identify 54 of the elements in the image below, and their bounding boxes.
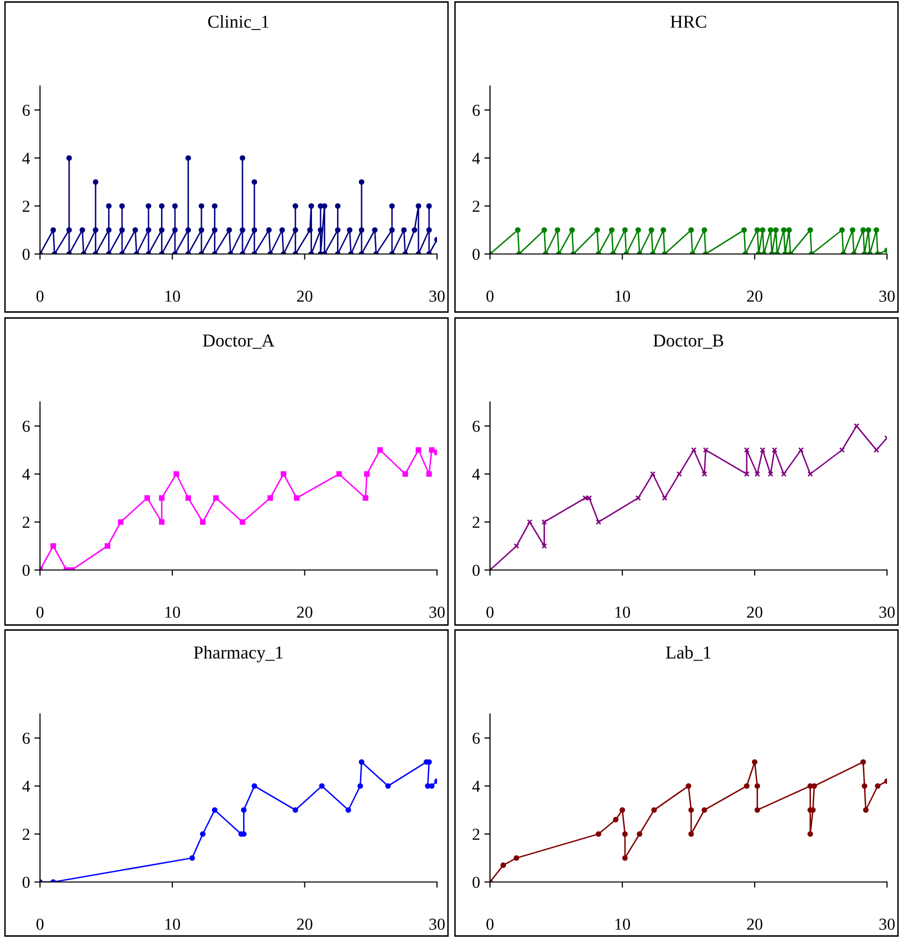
x-tick-label: 0 [486, 918, 494, 930]
y-tick-label: 4 [22, 780, 30, 792]
x-tick-label: 0 [36, 606, 44, 618]
chart-title: Clinic_1 [208, 15, 269, 30]
x-tick-label: 10 [165, 918, 180, 930]
y-tick-label: 2 [472, 516, 480, 528]
x-tick-label: 20 [747, 606, 762, 618]
x-tick-label: 30 [429, 918, 445, 930]
x-tick-label: 30 [879, 606, 895, 618]
x-tick-label: 10 [165, 606, 180, 618]
y-tick-label: 0 [472, 248, 480, 260]
x-tick-label: 20 [297, 606, 312, 618]
x-tick-label: 30 [429, 606, 445, 618]
x-tick-label: 20 [747, 290, 762, 302]
chart-title: Pharmacy_1 [194, 646, 283, 662]
y-tick-label: 4 [472, 468, 480, 480]
y-tick-label: 6 [22, 420, 30, 432]
x-tick-label: 10 [165, 290, 180, 302]
y-tick-label: 0 [22, 564, 30, 576]
y-tick-label: 4 [22, 468, 30, 480]
x-tick-label: 0 [486, 290, 494, 302]
y-tick-label: 2 [472, 200, 480, 212]
x-tick-label: 10 [615, 918, 630, 930]
x-tick-label: 10 [615, 606, 630, 618]
x-tick-label: 0 [486, 606, 494, 618]
y-tick-label: 2 [22, 516, 30, 528]
chart-title: Doctor_B [653, 334, 724, 349]
y-tick-label: 0 [22, 248, 30, 260]
x-tick-label: 10 [615, 290, 630, 302]
x-tick-label: 30 [429, 290, 445, 302]
y-tick-label: 6 [472, 732, 480, 744]
chart-title: Doctor_A [202, 334, 274, 349]
y-tick-label: 6 [472, 104, 480, 116]
x-tick-label: 30 [879, 918, 895, 930]
x-tick-label: 20 [747, 918, 762, 930]
y-tick-label: 4 [22, 152, 30, 164]
y-tick-label: 0 [472, 876, 480, 888]
x-tick-label: 0 [36, 918, 44, 930]
y-tick-label: 0 [22, 876, 30, 888]
x-tick-label: 0 [36, 290, 44, 302]
x-tick-label: 20 [297, 290, 312, 302]
y-tick-label: 6 [22, 104, 30, 116]
chart-title: HRC [670, 16, 706, 28]
x-tick-label: 30 [879, 290, 895, 302]
y-tick-label: 2 [22, 200, 30, 212]
y-tick-label: 2 [472, 828, 480, 840]
y-tick-label: 6 [22, 732, 30, 744]
chart-title: Lab_1 [666, 646, 710, 661]
y-tick-label: 4 [472, 152, 480, 164]
y-tick-label: 4 [472, 780, 480, 792]
x-tick-label: 20 [297, 918, 312, 930]
y-tick-label: 2 [22, 828, 30, 840]
y-tick-label: 6 [472, 420, 480, 432]
y-tick-label: 0 [472, 564, 480, 576]
